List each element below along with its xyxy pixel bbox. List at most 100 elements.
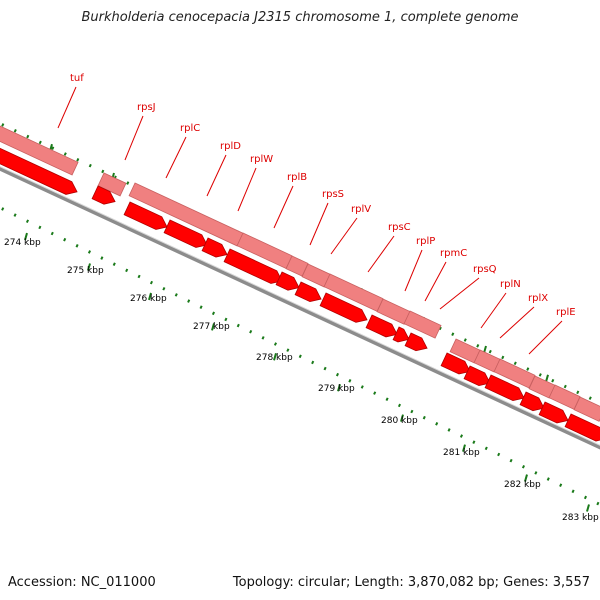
scale-major-tick [586,504,590,512]
gene-label-rpmC[interactable]: rpmC [440,248,467,259]
gene-label-rplV[interactable]: rplV [351,204,371,215]
gene-label-rplP[interactable]: rplP [416,236,435,247]
gene-label-rpsC[interactable]: rpsC [388,222,411,233]
lower-cds-arrow[interactable] [201,237,228,258]
track-tick [76,158,80,162]
scale-tick [360,385,364,389]
gene-leader-line [124,115,144,161]
gene-label-rpsJ[interactable]: rpsJ [137,102,156,113]
scale-label: 277 kbp [193,322,230,332]
upper-cds-block[interactable] [403,310,442,339]
lower-cds-track [0,146,600,442]
lower-cds-arrow[interactable] [365,314,398,338]
scale-tick [559,483,563,487]
scale-tick [249,329,253,334]
gene-leader-line [57,86,77,129]
upper-cds-block[interactable] [376,298,411,325]
scale-tick [162,286,166,291]
lower-cds-arrow[interactable] [223,248,283,284]
backbone-highlight [0,166,600,446]
upper-cds-block[interactable] [97,172,127,197]
scale-tick [211,311,216,316]
track-tick [551,378,555,383]
scale-tick [125,268,129,273]
gene-label-rplN[interactable]: rplN [500,279,521,290]
lower-cds-arrow[interactable] [564,413,600,442]
gene-label-rplB[interactable]: rplB [287,172,307,183]
track-tick [526,367,530,371]
scale-label: 274 kbp [4,238,41,248]
scale-tick [87,250,92,254]
scale-major-tick [273,353,277,361]
track-tick [488,349,492,354]
lower-cds-arrow[interactable] [392,326,410,343]
gene-leader-line [330,217,358,255]
scale-tick [459,434,464,438]
scale-tick [13,213,17,217]
scale-tick [385,397,389,402]
track-tick [13,128,17,133]
scale-tick [112,262,116,266]
lower-cds-arrow[interactable] [484,374,525,402]
lower-cds-arrow[interactable] [163,219,208,248]
scale-tick [38,225,42,230]
scale-tick [596,501,600,506]
gene-leader-line [273,185,294,229]
gene-leader-line [480,292,507,329]
track-tick [126,181,130,185]
map-title: Burkholderia cenocepacia J2315 chromosom… [81,10,519,25]
lower-cds-arrow[interactable] [519,391,545,412]
map-lanes [0,166,600,450]
scale-tick [397,403,402,408]
track-tick [451,332,455,336]
gene-label-rplX[interactable]: rplX [528,293,548,304]
lower-cds-arrow[interactable] [463,365,491,387]
scale-major-tick [211,323,215,331]
scale-major-tick [24,232,28,241]
gene-label-tuf[interactable]: tuf [70,73,84,84]
scale-label: 276 kbp [130,294,167,304]
lower-cds-arrow[interactable] [538,401,569,424]
gene-label-rpsS[interactable]: rpsS [322,189,344,200]
gene-label-rplW[interactable]: rplW [250,154,273,165]
track-tick [563,384,567,389]
gene-leader-line [165,136,187,179]
gene-label-rplE[interactable]: rplE [556,307,576,318]
lower-cds-arrow[interactable] [91,185,116,205]
gene-leader-line [206,154,227,197]
scale-label: 283 kbp [562,513,599,523]
scale-tick [410,409,414,414]
scale-tick [311,360,315,365]
lower-cds-arrow[interactable] [123,201,168,230]
scale-tick [435,422,439,426]
scale-tick [75,244,79,248]
lower-cds-arrow[interactable] [319,292,368,323]
gene-leader-line [528,320,563,355]
gene-label-rplD[interactable]: rplD [220,141,241,152]
lower-cds-arrow[interactable] [275,271,300,291]
scale-label: 280 kbp [381,416,418,426]
lower-cds-arrow[interactable] [294,281,322,303]
upper-cds-block[interactable] [573,396,600,422]
lower-cds-arrow[interactable] [404,332,428,352]
scale-label: 279 kbp [318,384,355,394]
scale-label: 275 kbp [67,266,104,276]
lower-cds-arrow[interactable] [440,352,471,375]
track-tick [26,134,30,139]
track-tick [476,344,480,348]
scale-tick [373,391,377,395]
track-tick [513,361,517,366]
upper-cds-block[interactable] [0,125,79,176]
gene-label-rplC[interactable]: rplC [180,123,200,134]
lower-cds-arrow[interactable] [0,146,78,195]
scale-major-tick [524,474,528,482]
scale-tick [273,342,278,346]
accession-text: Accession: NC_011000 [8,575,156,590]
scale-tick [484,446,488,451]
track-major-tick [545,374,549,383]
scale-tick [583,495,588,500]
scale-label: 281 kbp [443,448,480,458]
scale-tick [348,379,352,383]
gene-label-rpsQ[interactable]: rpsQ [473,264,497,275]
